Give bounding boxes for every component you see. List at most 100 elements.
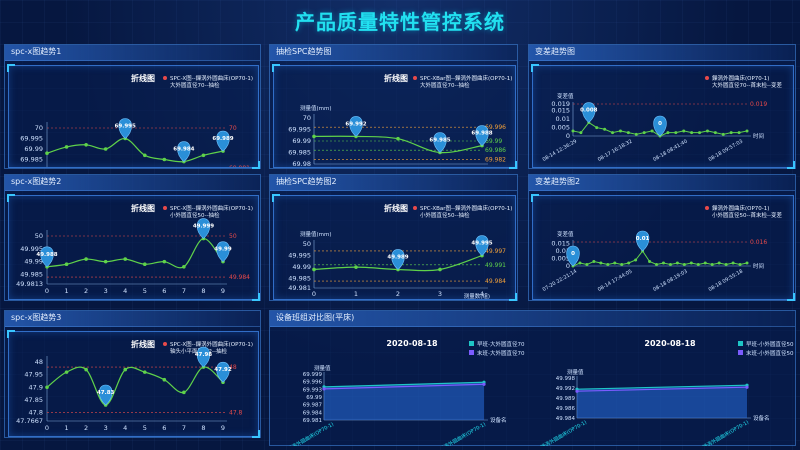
value-pin xyxy=(216,361,230,383)
x-tick-label: 5 xyxy=(143,424,147,432)
spc1-line-chart[interactable]: 折线图 SPC-X图--鏁涡外圆曲床(OP70-1)大外圆直径70--抽检 70 69… xyxy=(9,66,258,181)
y-tick-label: 49.985 xyxy=(20,271,43,279)
panel-spc2: spc-x图趋势2 折线图 SPC-X图--鏁涡外圆曲床(OP70-1) 小外圆直径… xyxy=(4,174,261,301)
data-point xyxy=(312,267,316,272)
data-point xyxy=(721,132,725,136)
data-point xyxy=(627,261,631,265)
y-tick-label: 49.995 xyxy=(288,252,311,260)
x-tick-label: 3 xyxy=(104,424,108,432)
limit-label: 49.984 xyxy=(229,274,250,281)
control-line-label: 49.984 xyxy=(485,278,506,285)
data-point xyxy=(438,267,442,272)
data-point xyxy=(634,258,638,262)
y-tick-label: 0.015 xyxy=(551,240,570,248)
chk1-line-chart[interactable]: 折线图 SPC-XBar图--鏁涡外圆曲床(OP70-1)大外圆直径70--抽检测… xyxy=(274,66,515,176)
spc2-line-chart[interactable]: 折线图 SPC-X图--鏁涡外圆曲床(OP70-1)小外圆直径50--抽检5049… xyxy=(9,196,258,299)
panel-var1: 变差趋势图 鏁涡外圆曲床(OP70-1) 大外圆直径70--首末检--变差 变差值 0… xyxy=(528,44,796,169)
y-unit-label: 变差值 xyxy=(557,230,574,238)
data-point xyxy=(703,261,707,265)
x-tick-label: 6 xyxy=(162,287,166,295)
legend-swatch xyxy=(738,350,743,355)
x-tick-label: 0 xyxy=(45,424,49,432)
legend-dot xyxy=(163,342,167,346)
chart-frame: 折线图 SPC-X图--鏁涡外圆曲床(OP70-1) 大外圆直径70--抽检 70 69… xyxy=(7,64,260,181)
data-point xyxy=(745,385,749,389)
data-point xyxy=(64,145,69,149)
limit-label: 69.981 xyxy=(229,165,250,167)
panel-title: 变差趋势图2 xyxy=(535,177,581,186)
series-line xyxy=(46,237,224,269)
legend-label: 末班-大外圆直径70 xyxy=(477,349,525,357)
pin-label: 0 xyxy=(571,251,575,257)
value-pin xyxy=(177,141,191,163)
x-tick-label: 2 xyxy=(84,287,88,295)
y-tick-label: 50 xyxy=(303,240,311,248)
pin-label: 69.985 xyxy=(429,138,450,144)
y-tick-label: 48 xyxy=(35,358,43,366)
data-point xyxy=(618,129,622,133)
legend-line-1: SPC-X图--鏁涡外圆曲床(OP70-1) xyxy=(170,340,253,348)
spc3-line-chart[interactable]: 折线图SPC-X图--鏁涡外圆曲床(OP70-1)轴头小平面厚度2--抽检484… xyxy=(9,332,258,436)
data-point xyxy=(595,126,599,130)
x-tick-label: 1 xyxy=(354,290,358,298)
limit-label: 48 xyxy=(229,364,237,371)
y-tick-label: 47.9 xyxy=(29,383,43,391)
data-point xyxy=(642,131,646,135)
value-pin xyxy=(475,125,489,147)
limit-label: 47.8 xyxy=(229,410,243,417)
y-tick-label: 69.98 xyxy=(24,166,43,167)
x-tick-label: 8 xyxy=(201,287,205,295)
data-point xyxy=(738,263,742,266)
legend-swatch xyxy=(469,350,474,355)
page-title: 产品质量特性管控系统 xyxy=(295,10,505,34)
y-tick-label: 49.99 xyxy=(292,263,311,271)
pin-label: 47.83 xyxy=(97,390,115,396)
var2-line-chart[interactable]: 鏁涡外圆曲床(OP70-1)小外圆直径50--首末检--变差变差值0.0150.… xyxy=(533,196,793,299)
series-line xyxy=(46,366,224,406)
legend-line-1: 鏁涡外圆曲床(OP70-1) xyxy=(712,74,769,82)
y-tick-label: 69.999 xyxy=(303,372,323,378)
data-point xyxy=(675,261,679,265)
data-point xyxy=(698,131,702,135)
y-tick-label: 49.985 xyxy=(288,275,311,283)
x-unit-label: 设备名 xyxy=(490,416,507,424)
chart-frame: 鏁涡外圆曲床(OP70-1) 小外圆直径50--首末检--变差 变差值 0.015 0.… xyxy=(531,194,795,301)
x-unit-label: 时间 xyxy=(753,262,764,270)
x-tick-label: 9 xyxy=(221,287,225,295)
data-point xyxy=(84,367,88,372)
y-tick-label: 69.995 xyxy=(20,135,43,143)
legend-swatch xyxy=(469,341,474,346)
legend-swatch xyxy=(738,341,743,346)
y-tick-label: 0.015 xyxy=(551,107,570,115)
var1-line-chart[interactable]: 鏁涡外圆曲床(OP70-1)大外圆直径70--首末检--变差变差值0.0190.… xyxy=(533,66,793,167)
pin-label: 49.995 xyxy=(471,241,492,247)
chart-frame: 折线图 SPC-X图--鏁涡外圆曲床(OP70-1) 小外圆直径50--抽检 50 49… xyxy=(7,194,260,301)
pin-label: 69.989 xyxy=(212,136,233,142)
value-pin xyxy=(216,130,230,152)
data-point xyxy=(611,131,615,135)
data-point xyxy=(745,129,749,133)
control-line-label: 69.99 xyxy=(485,138,502,145)
data-point xyxy=(162,377,167,382)
y-tick-label: 49.981 xyxy=(288,284,311,292)
data-point xyxy=(650,129,654,133)
y-tick-label: 49.9813 xyxy=(16,280,43,288)
y-tick-label: 0.005 xyxy=(551,255,570,263)
data-point xyxy=(713,131,717,135)
y-unit-label: 测量值(mm) xyxy=(300,230,332,238)
control-line-label: 69.996 xyxy=(485,124,506,131)
y-tick-label: 47.8 xyxy=(29,409,43,417)
data-point xyxy=(182,265,186,269)
y-tick-label: 69.981 xyxy=(303,418,322,424)
series-line xyxy=(323,381,485,388)
data-point xyxy=(599,261,603,265)
value-pin xyxy=(635,230,650,252)
chk2-line-chart[interactable]: 折线图 SPC-XBar图--鏁涡外圆曲床(OP70-1)小外圆直径50--抽检测… xyxy=(274,196,515,300)
chart-date-title: 2020-08-18 xyxy=(386,339,438,348)
y-tick-label: 47.95 xyxy=(24,371,43,379)
data-point xyxy=(84,257,88,261)
pin-label: 69.995 xyxy=(115,124,136,130)
x-tick-label: 0 xyxy=(312,166,316,167)
